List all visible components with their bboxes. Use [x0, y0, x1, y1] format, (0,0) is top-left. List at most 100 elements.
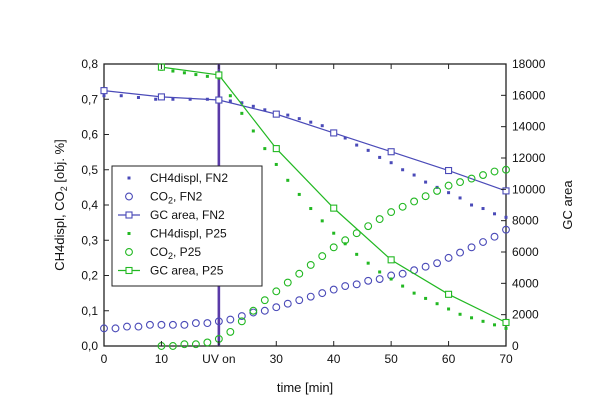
- point-co2-p25: [502, 165, 510, 174]
- point-ch4displ-fn2: [493, 212, 497, 216]
- y-right-tick-label: 0: [512, 339, 519, 353]
- point-co2-fn2: [283, 299, 292, 308]
- x-tick-label: 60: [442, 352, 456, 366]
- point-gc-area-p25: [272, 145, 280, 153]
- x-tick-label: 40: [327, 352, 341, 366]
- point-co2-fn2: [145, 320, 154, 329]
- y-right-tick-label: 4000: [512, 276, 539, 290]
- point-co2-p25: [180, 340, 189, 349]
- point-gc-area-fn2: [330, 129, 338, 137]
- point-ch4displ-p25: [355, 252, 359, 256]
- point-co2-p25: [329, 243, 338, 252]
- legend-box: [111, 165, 263, 287]
- point-ch4displ-fn2: [320, 124, 324, 128]
- point-co2-fn2: [111, 324, 120, 333]
- point-co2-fn2: [157, 320, 166, 329]
- y-right-tick-label: 2000: [512, 308, 539, 322]
- y-left-tick-label: 0,2: [81, 269, 98, 283]
- y-left-tick-label: 0,5: [81, 163, 98, 177]
- y-left-tick-label: 0,4: [81, 198, 98, 212]
- point-co2-fn2: [479, 238, 487, 246]
- point-co2-fn2: [260, 306, 269, 315]
- point-co2-p25: [456, 178, 465, 187]
- point-co2-fn2: [203, 319, 212, 328]
- legend-label-gc-area-fn2: GC area, FN2: [150, 208, 225, 222]
- legend-swatch-gc-area-p25: [125, 266, 133, 275]
- point-co2-fn2: [467, 243, 476, 252]
- point-co2-p25: [467, 174, 476, 183]
- point-co2-p25: [375, 215, 384, 224]
- point-ch4displ-p25: [401, 284, 405, 288]
- point-co2-p25: [191, 340, 200, 349]
- point-ch4displ-p25: [493, 323, 497, 327]
- point-ch4displ-p25: [447, 307, 451, 311]
- point-ch4displ-fn2: [297, 117, 301, 121]
- point-ch4displ-fn2: [343, 136, 347, 140]
- legend-swatch-ch4displ-fn2: [127, 176, 131, 180]
- point-co2-fn2: [226, 315, 235, 324]
- point-co2-fn2: [329, 285, 338, 294]
- point-ch4displ-fn2: [286, 113, 290, 117]
- point-ch4displ-fn2: [401, 168, 405, 172]
- point-ch4displ-p25: [389, 277, 393, 281]
- point-co2-p25: [387, 208, 396, 217]
- point-co2-fn2: [341, 282, 350, 291]
- point-co2-fn2: [421, 262, 430, 271]
- legend: CH4displ, FN2 CO2, FN2 GC area, FN2 CH4disp…: [111, 165, 263, 287]
- point-ch4displ-p25: [424, 296, 428, 300]
- point-ch4displ-p25: [171, 69, 175, 73]
- point-co2-p25: [398, 202, 407, 211]
- point-co2-fn2: [191, 319, 200, 328]
- point-co2-p25: [260, 296, 269, 305]
- x-tick-label: 30: [270, 352, 284, 366]
- point-ch4displ-fn2: [355, 143, 359, 147]
- point-co2-fn2: [134, 322, 143, 331]
- x-axis-title: time [min]: [277, 380, 333, 395]
- point-ch4displ-p25: [332, 231, 336, 235]
- point-co2-p25: [433, 186, 442, 195]
- point-ch4displ-p25: [205, 74, 209, 78]
- legend-swatch-ch4displ-p25: [127, 232, 131, 235]
- point-ch4displ-p25: [286, 178, 290, 182]
- x-tick-label: 10: [155, 352, 169, 366]
- point-ch4displ-p25: [251, 129, 255, 133]
- y-left-tick-label: 0,6: [81, 128, 98, 142]
- point-ch4displ-fn2: [102, 94, 106, 98]
- point-co2-fn2: [318, 289, 327, 298]
- point-gc-area-p25: [387, 256, 395, 264]
- ticks-layer: 0 10 UV on 30 40 50 60 70 0,0 0,1 0,2 0,3 0,4 0,5 0,6 0…: [81, 57, 545, 366]
- point-ch4displ-p25: [274, 162, 278, 166]
- point-ch4displ-p25: [504, 326, 508, 330]
- point-gc-area-fn2: [157, 93, 165, 101]
- y-right-tick-label: 8000: [512, 214, 539, 228]
- point-ch4displ-fn2: [251, 104, 255, 108]
- point-co2-p25: [444, 181, 453, 190]
- point-co2-fn2: [214, 317, 223, 326]
- point-ch4displ-fn2: [481, 207, 485, 211]
- point-ch4displ-fn2: [119, 94, 123, 98]
- point-co2-fn2: [272, 303, 281, 312]
- point-co2-fn2: [444, 253, 453, 262]
- point-co2-p25: [410, 197, 419, 206]
- point-ch4displ-fn2: [171, 97, 175, 101]
- point-co2-fn2: [364, 276, 373, 285]
- point-co2-fn2: [456, 248, 465, 257]
- x-tick-label: UV on: [202, 352, 235, 366]
- point-gc-area-fn2: [272, 110, 280, 118]
- x-tick-label: 50: [384, 352, 398, 366]
- point-ch4displ-p25: [435, 302, 439, 306]
- y-right-tick-label: 10000: [512, 182, 546, 196]
- point-ch4displ-fn2: [366, 148, 370, 152]
- point-co2-p25: [272, 287, 281, 296]
- point-co2-p25: [352, 229, 361, 238]
- series-layer: [100, 63, 510, 350]
- y-left-axis-title: CH4displ, CO2 [obj. %]: [52, 139, 69, 270]
- point-co2-fn2: [168, 320, 177, 329]
- point-ch4displ-p25: [309, 207, 313, 211]
- y-left-tick-label: 0,7: [81, 92, 98, 106]
- point-ch4displ-fn2: [504, 215, 508, 219]
- point-ch4displ-fn2: [470, 203, 474, 207]
- point-co2-p25: [421, 192, 430, 201]
- point-ch4displ-fn2: [458, 196, 462, 200]
